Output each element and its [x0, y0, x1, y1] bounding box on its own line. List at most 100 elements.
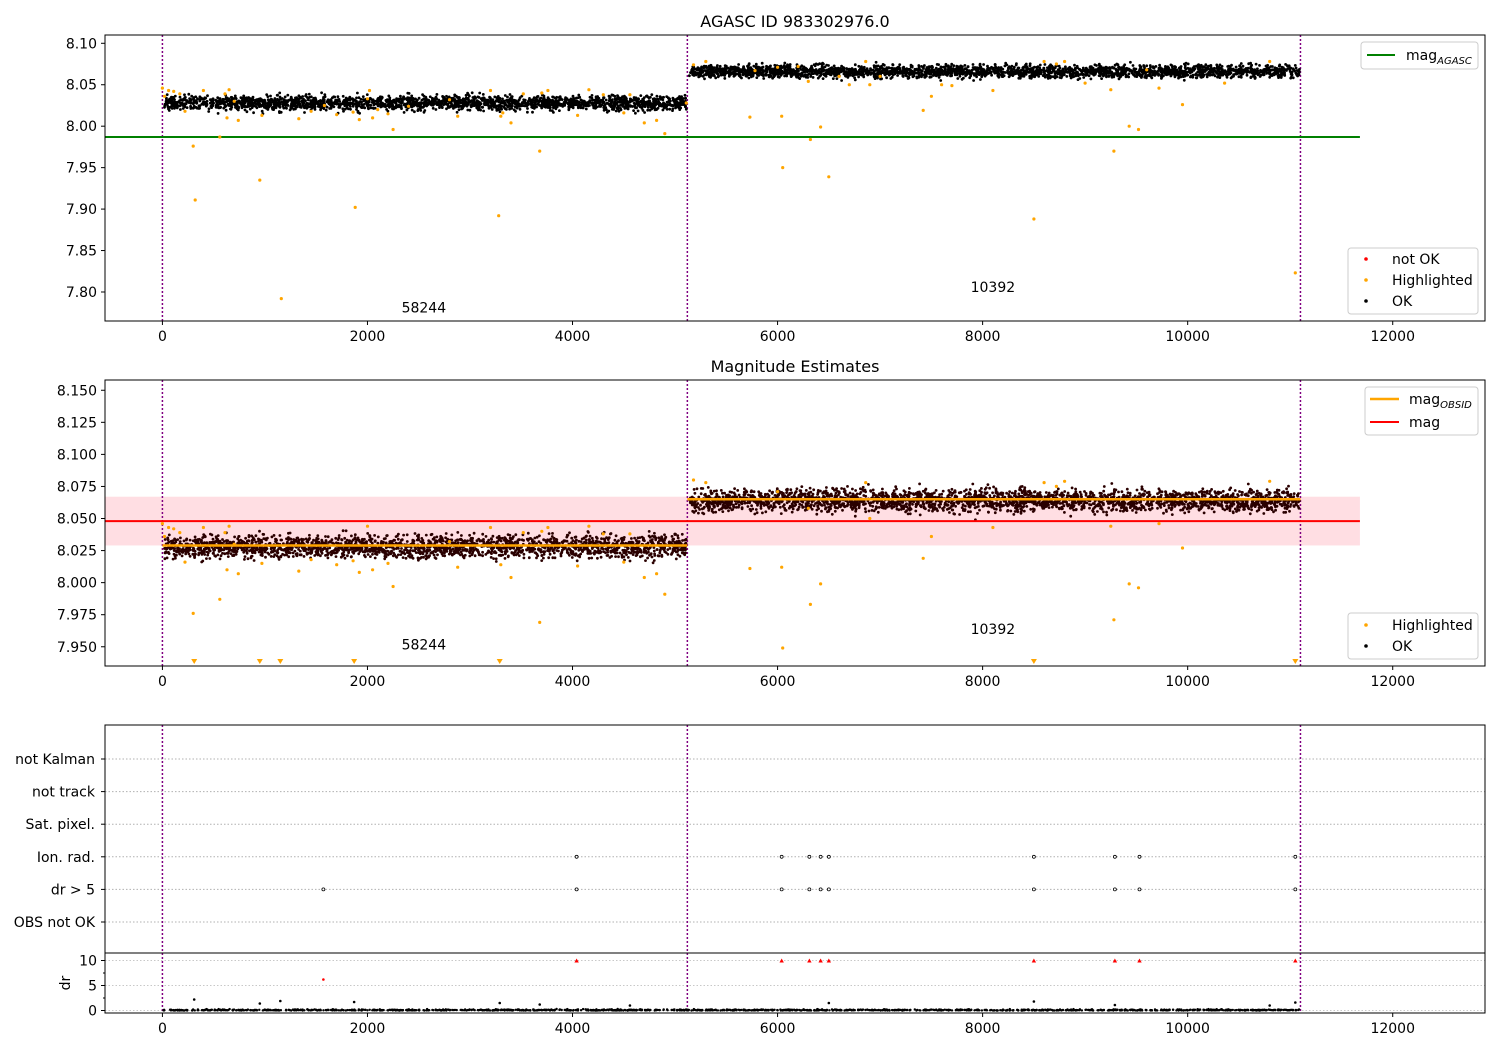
highlighted-point — [576, 113, 580, 117]
ok-point — [397, 105, 401, 109]
ok-point — [919, 71, 923, 74]
highlighted-point — [684, 101, 688, 105]
ok-point — [198, 99, 202, 103]
ok-point — [1207, 72, 1211, 75]
highlighted-point — [499, 114, 503, 118]
ok-point — [455, 102, 459, 106]
ok-point — [498, 103, 502, 107]
ok-point — [1098, 63, 1101, 67]
highlighted-point — [748, 115, 752, 119]
ok-point — [756, 69, 760, 73]
ok-point — [192, 97, 196, 101]
ok-point — [1089, 66, 1092, 70]
ok-point — [575, 103, 578, 106]
ok-point — [905, 67, 909, 70]
ok-point — [1215, 72, 1219, 75]
ok-point — [1010, 64, 1014, 68]
ok-point — [307, 105, 311, 109]
ok-point — [982, 63, 985, 66]
ok-point — [1093, 72, 1097, 76]
ok-point — [386, 109, 390, 113]
ok-point — [771, 71, 775, 75]
ok-point — [809, 67, 813, 70]
ok-point — [585, 104, 588, 108]
ok-point — [206, 94, 209, 98]
ok-point — [568, 99, 572, 103]
ok-point — [636, 109, 640, 113]
ok-point — [1251, 74, 1255, 78]
ok-point — [342, 109, 345, 113]
ok-point — [894, 69, 898, 73]
ok-point — [718, 70, 722, 74]
highlighted-point — [258, 178, 262, 182]
ok-point — [278, 110, 281, 113]
ok-point — [760, 61, 764, 65]
ok-point — [990, 73, 993, 77]
highlighted-point — [232, 99, 236, 103]
ok-point — [749, 70, 753, 73]
ok-point — [271, 100, 275, 104]
ok-point — [695, 67, 699, 71]
ok-point — [1089, 71, 1093, 74]
ok-point — [265, 107, 268, 110]
ok-point — [243, 104, 247, 108]
ok-point — [424, 95, 428, 99]
ok-point — [709, 67, 712, 71]
ok-point — [468, 94, 471, 98]
ok-point — [1043, 69, 1047, 73]
x-tick-label: 8000 — [965, 329, 1001, 345]
ok-point — [1098, 71, 1101, 75]
highlighted-point — [1157, 86, 1161, 90]
highlighted-point — [847, 83, 851, 87]
highlighted-point — [1145, 68, 1149, 72]
ok-point — [470, 104, 473, 108]
ok-point — [737, 63, 740, 66]
ok-point — [598, 101, 602, 104]
ok-point — [1227, 67, 1231, 71]
ok-point — [1186, 62, 1190, 66]
ok-point — [602, 106, 606, 109]
ok-point — [1246, 70, 1249, 74]
ok-point — [351, 97, 354, 101]
ok-point — [1159, 70, 1163, 73]
ok-point — [1115, 62, 1119, 66]
ok-point — [358, 100, 361, 104]
ok-point — [723, 67, 727, 70]
highlighted-point — [376, 108, 380, 112]
highlighted-point — [796, 64, 800, 69]
ok-point — [571, 106, 575, 110]
legend-marker — [1364, 257, 1368, 261]
ok-point — [968, 69, 971, 73]
ok-point — [417, 96, 421, 100]
ok-point — [193, 535, 197, 539]
ok-point — [367, 107, 370, 111]
ok-point — [338, 105, 342, 109]
ok-point — [210, 99, 214, 102]
ok-point — [762, 73, 765, 76]
ok-point — [346, 98, 350, 102]
highlighted-point — [538, 149, 542, 153]
ok-point — [183, 96, 187, 99]
ok-point — [773, 74, 777, 77]
ok-point — [1006, 69, 1009, 73]
ok-point — [726, 66, 730, 70]
ok-point — [487, 106, 491, 110]
ok-point — [851, 71, 855, 74]
x-tick-label: 6000 — [760, 329, 796, 345]
ok-point — [668, 107, 672, 111]
highlighted-point — [655, 118, 659, 122]
ok-point — [814, 68, 818, 71]
ok-point — [576, 106, 580, 110]
ok-point — [281, 105, 285, 108]
ok-point — [376, 103, 380, 106]
ok-point — [1211, 71, 1215, 74]
ok-point — [760, 67, 764, 70]
ok-point — [526, 110, 529, 114]
ok-point — [563, 104, 566, 107]
ok-point — [594, 95, 598, 99]
ok-point — [996, 73, 1000, 77]
ok-point — [956, 77, 960, 80]
ok-point — [479, 97, 483, 100]
ok-point — [933, 70, 937, 73]
highlighted-point — [386, 112, 390, 116]
